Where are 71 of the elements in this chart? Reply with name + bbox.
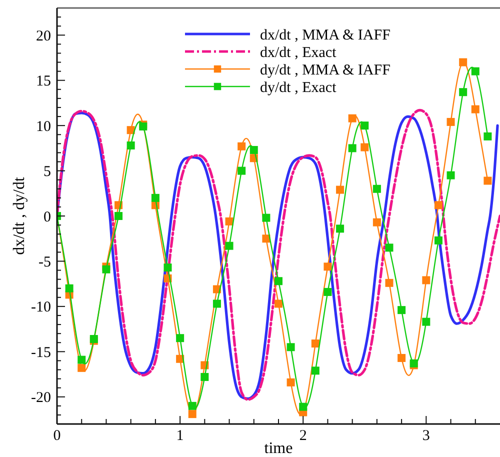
point bbox=[398, 306, 406, 314]
point bbox=[372, 218, 381, 226]
y-tick-label: 20 bbox=[36, 28, 51, 44]
y-tick-label: -10 bbox=[31, 300, 51, 316]
point bbox=[471, 67, 480, 76]
point bbox=[336, 186, 344, 194]
point bbox=[78, 364, 86, 372]
point bbox=[274, 277, 282, 286]
x-tick-label: 2 bbox=[299, 428, 307, 444]
point bbox=[459, 58, 468, 66]
point bbox=[311, 366, 320, 375]
point bbox=[385, 278, 394, 287]
point bbox=[471, 105, 480, 114]
point bbox=[385, 244, 394, 252]
point bbox=[126, 126, 135, 134]
point bbox=[126, 141, 135, 150]
point bbox=[250, 146, 258, 154]
point bbox=[484, 132, 492, 140]
point bbox=[188, 402, 196, 410]
point bbox=[422, 318, 430, 326]
point bbox=[188, 410, 196, 418]
legend-label: dy/dt , Exact bbox=[260, 80, 338, 96]
point bbox=[262, 214, 270, 222]
point bbox=[434, 201, 442, 210]
point bbox=[360, 122, 369, 130]
point bbox=[372, 184, 381, 193]
y-tick-label: 0 bbox=[44, 209, 51, 226]
point bbox=[225, 242, 234, 250]
y-axis-title: dx/dt , dy/dt bbox=[11, 176, 28, 255]
point bbox=[65, 284, 74, 292]
point bbox=[484, 176, 492, 185]
y-tick-label: -5 bbox=[38, 254, 51, 270]
point bbox=[151, 194, 160, 202]
x-axis-title: time bbox=[264, 440, 293, 457]
point bbox=[286, 378, 295, 386]
point bbox=[446, 118, 455, 126]
point bbox=[434, 236, 442, 244]
point bbox=[422, 276, 430, 284]
y-tick-label: -15 bbox=[31, 344, 51, 361]
point bbox=[238, 142, 246, 150]
y-tick-label: 15 bbox=[36, 74, 51, 90]
point bbox=[398, 354, 406, 362]
point bbox=[459, 88, 468, 96]
x-tick-label: 1 bbox=[176, 428, 184, 444]
legend-label: dy/dt , MMA & IAFF bbox=[260, 62, 390, 78]
point bbox=[324, 262, 332, 271]
point bbox=[102, 265, 110, 274]
point bbox=[446, 171, 455, 180]
legend-label: dx/dt , MMA & IAFF bbox=[260, 27, 390, 44]
point bbox=[238, 166, 246, 175]
point bbox=[286, 343, 295, 352]
point bbox=[262, 234, 270, 243]
point bbox=[360, 143, 369, 152]
point bbox=[324, 288, 332, 296]
point bbox=[212, 300, 221, 308]
point bbox=[299, 402, 308, 411]
point bbox=[311, 340, 320, 348]
y-tick-label: -20 bbox=[31, 390, 51, 406]
point bbox=[348, 144, 356, 152]
point bbox=[114, 212, 123, 220]
legend-label: dx/dt , Exact bbox=[260, 44, 338, 61]
x-tick-label: 3 bbox=[422, 428, 430, 444]
y-tick-label: 5 bbox=[44, 164, 51, 180]
point bbox=[164, 264, 172, 272]
y-tick-label: 10 bbox=[36, 118, 51, 135]
point bbox=[348, 114, 356, 122]
point bbox=[200, 372, 209, 381]
point bbox=[274, 300, 282, 308]
point bbox=[176, 334, 184, 342]
point bbox=[78, 356, 86, 364]
point bbox=[336, 224, 344, 233]
